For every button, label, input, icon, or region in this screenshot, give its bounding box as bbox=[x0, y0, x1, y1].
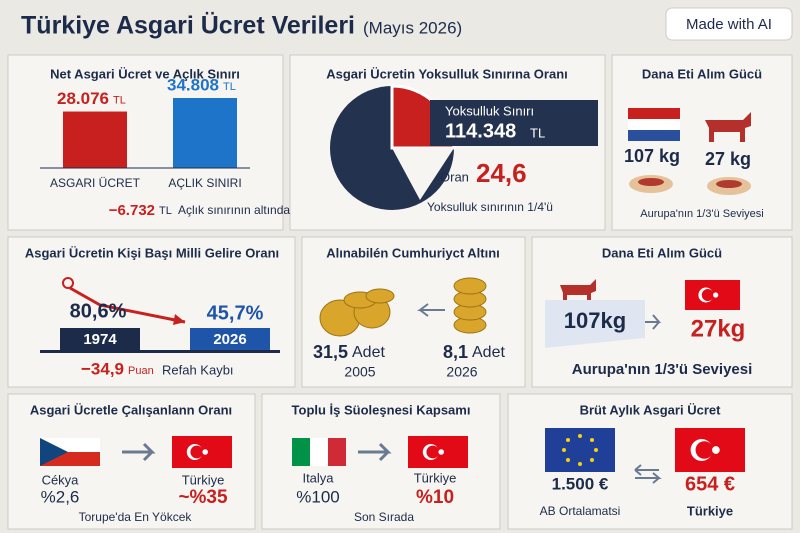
value: 114.348 bbox=[445, 120, 516, 142]
flag-moon-cut bbox=[701, 289, 714, 301]
left-value: 107kg bbox=[564, 308, 626, 333]
left-value: %2,6 bbox=[41, 487, 80, 506]
panel-title: Brüt Aylık Asgari Ücret bbox=[580, 402, 722, 417]
panel-title: Net Asgari Ücret ve Açlık Sınırı bbox=[50, 66, 240, 81]
bar bbox=[63, 111, 127, 168]
flag-star bbox=[202, 449, 208, 455]
panel-title: Asgari Ücretin Kişi Başı Milli Gelire Or… bbox=[25, 245, 279, 260]
right-count: 8,1 bbox=[443, 342, 468, 362]
panel-title: Alınabilén Cumhuriyct Altını bbox=[326, 245, 500, 260]
note: Açlık sınırının altında bbox=[178, 203, 290, 217]
right-country: Türkiye bbox=[414, 470, 457, 485]
panel bbox=[7, 54, 284, 231]
footnote: Torupe'da En Yökcek bbox=[79, 510, 193, 524]
left-count: 31,5 bbox=[313, 342, 348, 362]
ratio: 24,6 bbox=[476, 158, 527, 188]
right-year: 2026 bbox=[446, 364, 477, 380]
flag-moon-cut bbox=[426, 445, 440, 459]
right-value: 27kg bbox=[691, 315, 746, 342]
diff: −6.732 bbox=[109, 202, 155, 219]
right-label: Türkiye bbox=[687, 503, 733, 518]
bar-unit: TL bbox=[223, 81, 236, 93]
left-country: Cékya bbox=[42, 472, 80, 487]
panel-title: Asgari Ücretin Yoksulluk Sınırına Oranı bbox=[326, 66, 568, 81]
bar-value: 28.076 bbox=[57, 89, 109, 108]
footnote: Aurupa'nın 1/3'ü Seviyesi bbox=[572, 361, 753, 378]
right-value: 27 kg bbox=[705, 149, 751, 169]
bar bbox=[173, 98, 237, 168]
panel-title: Dana Eti Alım Gücü bbox=[602, 245, 722, 260]
label-box bbox=[430, 100, 598, 146]
label: Yoksulluk Sınırı bbox=[445, 103, 534, 118]
footnote: Son Sırada bbox=[354, 510, 414, 524]
title: Türkiye Asgari Ücret Verileri bbox=[21, 11, 355, 40]
right-unit: Adet bbox=[472, 344, 505, 361]
panel bbox=[7, 236, 296, 388]
loss-unit: Puan bbox=[128, 365, 154, 377]
bar-value: 34.808 bbox=[167, 75, 219, 94]
flag-star bbox=[438, 449, 445, 455]
loss: −34,9 bbox=[81, 359, 124, 378]
left-year: 2005 bbox=[344, 364, 375, 380]
bar-label: ASGARI ÜCRET bbox=[50, 176, 141, 190]
flag-star bbox=[712, 446, 720, 454]
right-value: 654 € bbox=[685, 473, 735, 495]
panel-title: Asgari Ücretle Çalışanlann Oranı bbox=[30, 402, 232, 417]
badge-box bbox=[665, 7, 793, 41]
bar-label: AÇLIK SINIRI bbox=[168, 176, 241, 190]
left-label: AB Ortalamatsi bbox=[540, 504, 621, 518]
pie-gap bbox=[392, 148, 454, 200]
right-value: %10 bbox=[416, 487, 454, 508]
badge: Made with AI bbox=[686, 16, 772, 33]
left-country: Italya bbox=[302, 470, 334, 485]
date: (Mayıs 2026) bbox=[363, 18, 462, 37]
right-country: Türkiye bbox=[182, 472, 225, 487]
unit: TL bbox=[530, 125, 545, 140]
ratio-label: Oran bbox=[440, 169, 469, 184]
bar-unit: TL bbox=[113, 94, 126, 106]
panel-title: Dana Eti Alım Gücü bbox=[642, 66, 762, 81]
flag-star bbox=[713, 292, 719, 298]
diff-unit: TL bbox=[159, 205, 172, 217]
left-pct: 80,6% bbox=[70, 300, 127, 322]
flag-moon-cut bbox=[190, 445, 204, 459]
left-unit: Adet bbox=[352, 344, 385, 361]
footnote: Yoksulluk sınırının 1/4'ü bbox=[427, 200, 553, 214]
right-pct: 45,7% bbox=[207, 302, 264, 324]
footnote: Aurupa'nın 1/3'ü Seviyesi bbox=[640, 208, 763, 220]
right-year: 2026 bbox=[213, 331, 246, 348]
left-value: %100 bbox=[296, 487, 339, 506]
panel bbox=[611, 54, 793, 231]
left-value: 107 kg bbox=[624, 146, 680, 166]
left-value: 1.500 € bbox=[552, 474, 609, 493]
left-year: 1974 bbox=[83, 331, 117, 348]
panel-title: Toplu İş Süoleşnesi Kapsamı bbox=[292, 402, 471, 417]
flag-moon-cut bbox=[695, 441, 714, 459]
right-value: ~%35 bbox=[178, 487, 228, 508]
loss-note: Refah Kaybı bbox=[162, 362, 234, 377]
